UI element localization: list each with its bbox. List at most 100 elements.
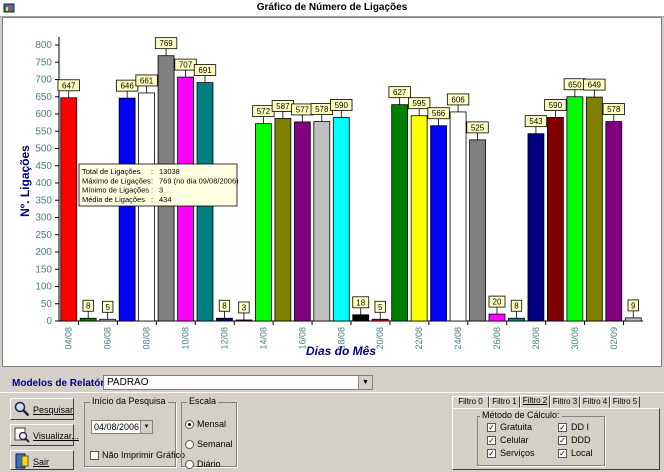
tooltip-label: Média de Ligações [82,195,145,204]
radio-monthly[interactable] [185,420,194,429]
chevron-down-icon[interactable]: ▼ [358,376,372,389]
checkbox-ddi[interactable]: ✓ [558,423,567,432]
x-tick-label: 02/09 [609,327,619,350]
y-tick-label: 100 [35,282,52,293]
data-label-box [154,37,178,50]
data-label: 3 [242,303,247,312]
window-title: Gráfico de Número de Ligações [256,2,408,13]
y-tick-label: 550 [35,126,52,137]
x-axis-title: Dias do Mês [306,344,376,358]
tooltip-value: 3 [159,186,163,195]
exit-button[interactable]: Sair [10,450,74,470]
search-icon [14,401,30,417]
radio-weekly[interactable] [185,440,194,449]
tab-filtro-0[interactable]: Filtro 0 [452,396,489,408]
no-print-checkbox[interactable] [90,451,99,460]
data-label-box [218,299,231,312]
tooltip-colon: : [151,186,153,195]
checkbox-ddd[interactable]: ✓ [558,436,567,445]
data-label-box [407,97,431,110]
data-label: 8 [222,302,227,311]
stats-tooltip [78,163,238,207]
view-button-label: Visualizar... [33,431,79,441]
data-label-box [57,79,80,92]
data-label: 650 [568,80,582,89]
x-tick-label: 04/08 [64,327,74,350]
tooltip-value: 434 [159,195,172,204]
data-label-box [446,93,470,106]
data-label: 691 [198,66,212,75]
data-label: 606 [451,95,465,104]
checkbox-ddi-label: DD I [571,422,589,432]
bar [274,118,292,322]
exit-icon [15,453,29,469]
bar [235,319,253,322]
data-label: 8 [86,302,91,311]
bar [566,96,584,322]
data-label-box [238,301,250,314]
x-tick-label: 20/08 [375,327,385,350]
checkbox-local-label: Local [571,448,593,458]
y-tick-label: 300 [35,213,52,224]
bar-chart: 0 50 100 150 200 250 300 350 400 450 500 550 600 650 7… [18,37,643,358]
data-label: 769 [159,39,173,48]
calc-group: Método de Cálculo: ✓ Gratuita ✓ Celular … [477,410,605,466]
checkbox-celular[interactable]: ✓ [487,436,496,445]
y-tick-label: 150 [35,264,52,275]
radio-daily[interactable] [185,460,194,469]
tab-label: Filtro 5 [612,397,638,406]
data-label-box [135,74,158,87]
y-tick-label: 50 [41,299,53,310]
y-tick-label: 800 [35,40,52,51]
data-label: 649 [588,81,602,90]
bar [99,318,117,322]
data-label-box [544,99,567,111]
checkbox-celular-label: Celular [500,435,529,445]
data-label-box [510,299,523,312]
bar [410,115,428,322]
data-label: 590 [335,101,349,110]
radio-daily-label: Diário [197,459,221,469]
bar [138,92,155,322]
bar [313,121,331,322]
search-button[interactable]: Pesquisar [10,398,74,420]
start-group: Início da Pesquisa 04/08/2006 ▼ Não Impr… [84,396,185,467]
x-tick-label: 06/08 [103,327,113,350]
no-print-label: Não Imprimir Gráfico [102,450,186,460]
data-label: 5 [378,303,383,312]
date-input[interactable]: 04/08/2006 ▼ [91,420,153,434]
checkbox-local[interactable]: ✓ [558,449,567,458]
y-tick-label: 400 [35,178,52,189]
x-tick-label: 14/08 [258,327,268,350]
chevron-down-icon[interactable]: ▼ [140,421,152,433]
tab-filtro-2[interactable]: Filtro 2 [520,395,550,408]
tab-filtro-3[interactable]: Filtro 3 [550,396,580,408]
bar [352,314,370,322]
y-tick-label: 600 [35,109,52,120]
y-axis-title: Nº. Ligações [18,145,32,217]
scale-group: Escala Mensal Semanal Diário [181,396,237,469]
tooltip-label: Mínimo de Ligações [82,186,149,195]
y-tick-label: 350 [35,195,52,206]
data-label: 595 [412,99,426,108]
y-tick-label: 500 [35,144,52,155]
data-label-box [583,78,606,91]
data-label-box [352,296,370,309]
x-tick-label: 10/08 [181,327,191,350]
bar [449,111,467,322]
y-tick-label: 700 [35,75,52,86]
checkbox-servicos[interactable]: ✓ [487,449,496,458]
view-button[interactable]: Visualizar... [10,424,79,446]
bar [391,104,409,322]
checkbox-gratuita[interactable]: ✓ [487,423,496,432]
models-select[interactable]: PADRAO ▼ [103,375,373,390]
data-label-box [330,99,353,111]
tab-filtro-5[interactable]: Filtro 5 [610,396,640,408]
x-tick-label: 30/08 [570,327,580,350]
x-tick-label: 22/08 [414,327,424,350]
x-tick-label: 26/08 [492,327,502,350]
tab-filtro-4[interactable]: Filtro 4 [580,396,610,408]
calc-title: Método de Cálculo: [480,410,562,420]
tab-label: Filtro 4 [582,397,608,406]
tab-filtro-1[interactable]: Filtro 1 [489,396,520,408]
